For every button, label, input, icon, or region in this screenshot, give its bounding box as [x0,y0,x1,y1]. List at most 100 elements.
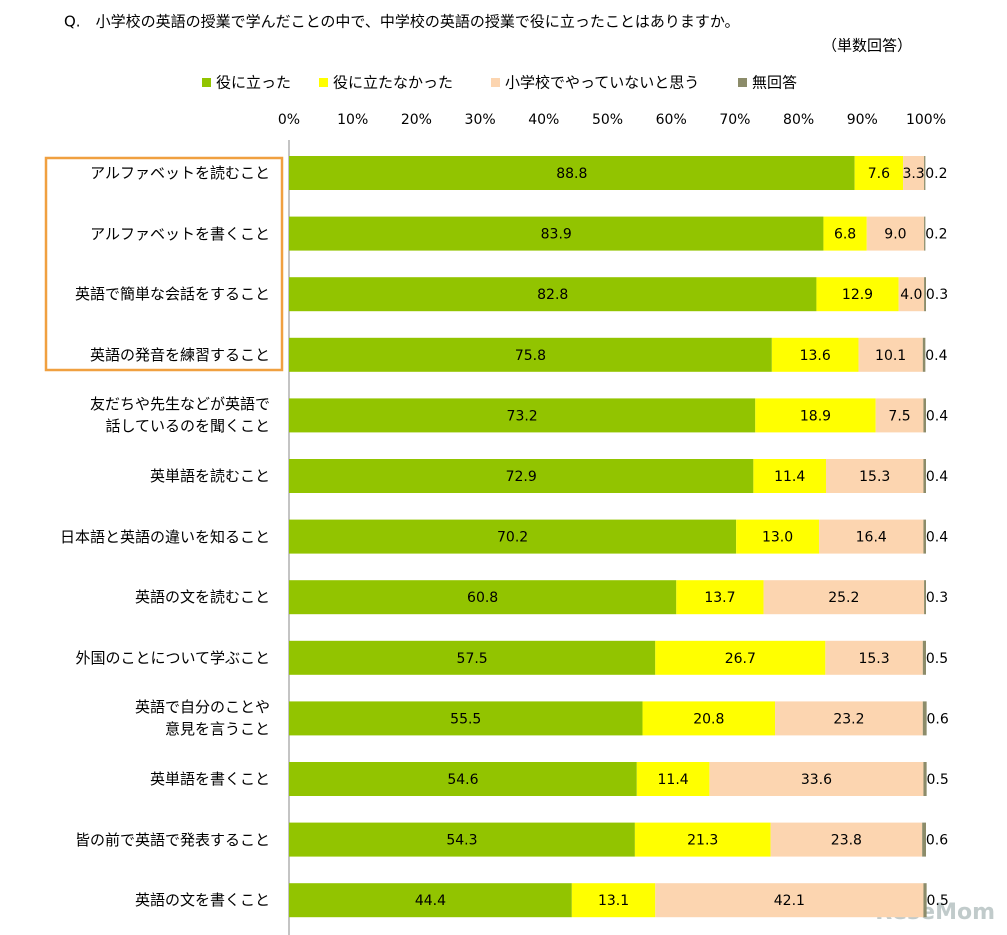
data-label: 54.6 [447,772,478,788]
data-label: 13.7 [704,590,735,606]
bar-segment [736,519,819,554]
bar-segment [642,701,776,736]
bar-segment [289,459,754,493]
x-tick-label: 40% [528,112,559,128]
data-label: 44.4 [415,893,446,909]
bar-segment [771,337,859,372]
data-label: 7.6 [868,166,890,182]
bar-segment [923,883,927,918]
category-label: アルファベットを書くこと [90,224,270,243]
bar-segment [825,459,924,493]
data-label: 0.5 [927,893,949,909]
bar-segment [289,337,772,372]
bar-segment [923,459,926,493]
bar-segment [922,640,926,675]
bar-segment [289,216,824,251]
category-label: 友だちや先生などが英語で 話しているのを聞くこと [89,395,270,436]
bar-segment [866,216,925,251]
data-label: 0.5 [926,651,948,667]
category-label: 皆の前で英語で発表すること [74,830,270,849]
bar-segment [924,580,926,615]
data-label: 54.3 [446,833,477,849]
data-label: 0.5 [927,772,949,788]
category-label: 英語の発音を練習すること [89,345,270,364]
data-label: 0.4 [925,348,947,364]
data-label: 11.4 [658,772,689,788]
data-label: 0.6 [926,833,948,849]
bar-segment [923,519,926,554]
bar-segment [816,277,899,312]
legend-marker [319,78,328,87]
bar-segment [903,156,925,190]
data-label: 16.4 [856,530,887,546]
bar-segment [676,580,764,615]
category-label: 日本語と英語の違いを知ること [59,527,270,546]
data-label: 25.2 [828,590,859,606]
x-tick-label: 60% [656,112,687,128]
data-label: 70.2 [497,530,528,546]
data-label: 20.8 [693,711,724,727]
x-tick-label: 50% [592,112,623,128]
category-label: 英語で簡単な会話をすること [74,285,270,304]
data-label: 73.2 [507,408,538,424]
data-label: 55.5 [450,711,481,727]
legend-label: 無回答 [752,74,797,92]
category-label: 英語で自分のことや 意見を言うこと [134,698,270,739]
x-tick-label: 10% [337,112,368,128]
x-tick-label: 80% [783,112,814,128]
x-tick-label: 20% [401,112,432,128]
bar-segment [875,398,924,433]
bar-segment [818,519,924,554]
bar-segment [636,762,710,796]
bar-segment [571,883,656,918]
data-label: 23.2 [833,711,864,727]
x-tick-label: 100% [906,112,946,128]
bar-segment [755,398,876,433]
x-tick-label: 70% [719,112,750,128]
data-label: 0.2 [925,166,947,182]
x-tick-label: 30% [465,112,496,128]
bar-segment [289,883,572,918]
legend-marker [491,78,500,87]
category-label: 英語の文を書くこと [134,891,270,910]
data-label: 4.0 [900,287,922,303]
data-label: 10.1 [875,348,906,364]
bar-segment [289,277,817,312]
x-tick-label: 90% [847,112,878,128]
bar-segment [922,822,926,857]
data-label: 33.6 [801,772,832,788]
category-label: アルファベットを読むこと [90,164,270,182]
bar-segment [289,640,656,675]
bar-segment [289,156,855,190]
data-label: 83.9 [541,227,572,243]
data-label: 15.3 [858,651,889,667]
legend-marker [202,78,211,87]
data-label: 0.4 [926,469,948,485]
data-label: 7.5 [888,408,910,424]
data-label: 15.3 [859,469,890,485]
data-label: 13.6 [800,348,831,364]
category-label: 英語の文を読むこと [134,588,270,607]
bar-segment [655,640,826,675]
x-tick-label: 0% [278,112,300,128]
data-label: 11.4 [774,469,805,485]
data-label: 0.6 [927,711,949,727]
data-label: 72.9 [506,469,537,485]
bar-segment [923,762,927,796]
category-label: 英単語を読むこと [149,467,270,485]
bar-segment [898,277,925,312]
legend-label: 役に立たなかった [333,74,453,92]
data-label: 23.8 [831,833,862,849]
bar-segment [858,337,923,372]
bar-segment [922,337,926,372]
bar-segment [825,640,923,675]
data-label: 26.7 [725,651,756,667]
bar-segment [770,822,923,857]
legend-marker [738,78,747,87]
data-label: 75.8 [515,348,546,364]
data-label: 0.4 [926,530,948,546]
data-label: 21.3 [687,833,718,849]
bar-segment [289,580,677,615]
bar-segment [655,883,924,918]
